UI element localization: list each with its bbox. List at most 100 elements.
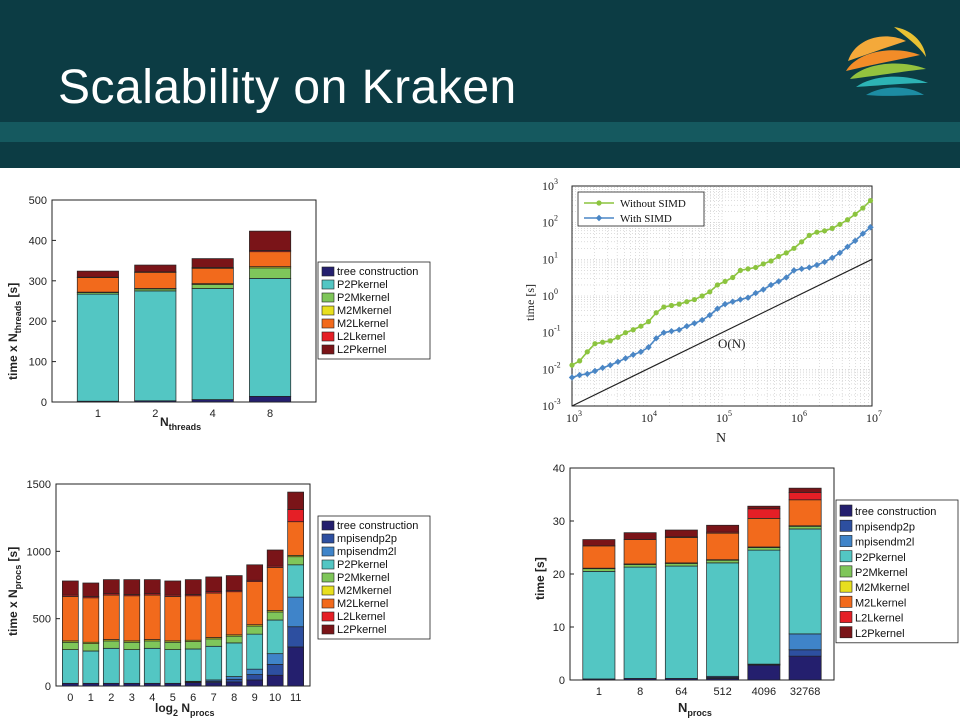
- y-tick-label: 500: [33, 614, 51, 626]
- legend-swatch: [839, 519, 853, 532]
- bar-segment: [225, 642, 243, 677]
- bar-segment: [191, 399, 234, 403]
- legend-swatch: [321, 331, 335, 342]
- x-tick-label: 4: [149, 692, 155, 704]
- x-tick-label: 7: [211, 692, 217, 704]
- y-tick-label: 20: [553, 569, 565, 581]
- bar-segment: [82, 682, 100, 687]
- bar-segment: [61, 682, 79, 687]
- x-tick-label: 105: [716, 409, 732, 425]
- legend-box: [317, 515, 431, 640]
- legend-label: L2Lkernel: [855, 613, 903, 625]
- x-tick-label: 103: [566, 409, 582, 425]
- legend: tree constructionmpisendp2pmpisendm2lP2P…: [835, 499, 959, 644]
- data-point: [622, 330, 629, 336]
- bar-segment: [747, 508, 781, 519]
- legend: tree constructionmpisendp2pmpisendm2lP2P…: [317, 515, 431, 640]
- legend-swatch: [839, 535, 853, 547]
- bar-segment: [102, 579, 120, 595]
- x-tick-label: 9: [252, 692, 258, 704]
- x-tick-label: 8: [231, 692, 237, 704]
- data-point: [568, 374, 576, 381]
- bar-segment: [246, 581, 264, 626]
- bar-segment: [102, 647, 120, 684]
- bar-segment: [225, 635, 243, 644]
- y-tick-label: 0: [559, 675, 565, 687]
- bar-segment: [191, 284, 234, 289]
- data-point: [584, 370, 591, 378]
- data-point: [607, 338, 613, 344]
- x-tick-label: 0: [67, 692, 73, 704]
- bar-segment: [184, 579, 202, 595]
- legend-swatch: [321, 279, 335, 290]
- reference-line: [571, 258, 873, 407]
- bar-segment: [623, 566, 657, 679]
- bar-segment: [143, 682, 161, 687]
- x-tick-label: 104: [641, 409, 657, 425]
- legend-swatch: [839, 611, 853, 623]
- series-line: [571, 226, 872, 379]
- bar-segment: [123, 595, 141, 642]
- y-axis-label: time x Nthreads [s]: [6, 283, 23, 380]
- legend-swatch: [839, 626, 853, 639]
- bar-segment: [82, 643, 100, 652]
- data-point: [591, 367, 599, 375]
- legend-label: mpisendm2l: [855, 537, 914, 549]
- legend-label: mpisendp2p: [855, 521, 915, 533]
- bar-segment: [788, 525, 822, 530]
- y-ticks: 0 10 20 30 40: [553, 463, 574, 687]
- data-point: [821, 228, 828, 234]
- data-point: [699, 293, 705, 299]
- bar-segment: [205, 576, 223, 593]
- data-point: [837, 221, 843, 227]
- data-point: [844, 243, 851, 250]
- x-tick-label: 10: [269, 692, 281, 704]
- bar-segment: [143, 594, 161, 640]
- bar-segment: [123, 649, 141, 684]
- bar-segment: [184, 595, 202, 641]
- legend-swatch: [839, 504, 853, 517]
- data-point: [638, 323, 644, 329]
- bar-segment: [266, 664, 284, 676]
- bars: [61, 491, 304, 687]
- data-point: [645, 319, 652, 325]
- bar-segment: [249, 395, 292, 403]
- bar-segment: [249, 267, 292, 279]
- bar-segment: [582, 568, 616, 572]
- data-point: [707, 289, 713, 295]
- bar-segment: [788, 649, 822, 657]
- y-axis-label: time [s]: [523, 284, 537, 321]
- bar-segment: [664, 537, 698, 564]
- data-point: [760, 261, 766, 267]
- kaust-logo: [846, 27, 928, 96]
- data-point: [806, 232, 812, 238]
- data-point: [721, 300, 729, 308]
- y-tick-label: 0: [41, 397, 47, 409]
- data-point: [806, 264, 813, 271]
- bar-segment: [788, 487, 822, 493]
- y-tick-label: 103: [542, 177, 558, 193]
- x-tick-label: 8: [637, 686, 643, 698]
- x-tick-label: 3: [129, 692, 135, 704]
- bar-segment: [164, 580, 182, 596]
- data-point: [745, 266, 751, 272]
- plot-frame: [55, 483, 311, 687]
- legend-label: tree construction: [337, 266, 418, 278]
- bar-segment: [184, 641, 202, 650]
- x-tick-label: 4096: [752, 686, 776, 698]
- y-tick-label: 1000: [27, 546, 51, 558]
- chart-procs: 0 500 1000 1500 0 1 2 3 4 5 6 7 8 9 10 11 log2 Nprocs …: [0, 466, 434, 720]
- bar-segment: [191, 258, 234, 268]
- legend-label: P2Mkernel: [337, 292, 390, 304]
- bar-segment: [266, 567, 284, 611]
- data-point: [791, 245, 797, 251]
- bar-segment: [582, 545, 616, 569]
- legend-label: P2Mkernel: [855, 567, 908, 579]
- data-point: [577, 358, 583, 364]
- chart-simd: 103 104 105 106 107 10-3 10-2 10-1 100 101 102 103 …: [522, 176, 886, 446]
- bar-segment: [266, 653, 284, 665]
- bars: [582, 487, 822, 681]
- bar-segment: [582, 539, 616, 547]
- legend-swatch: [321, 611, 335, 622]
- x-tick-label: 107: [866, 409, 882, 425]
